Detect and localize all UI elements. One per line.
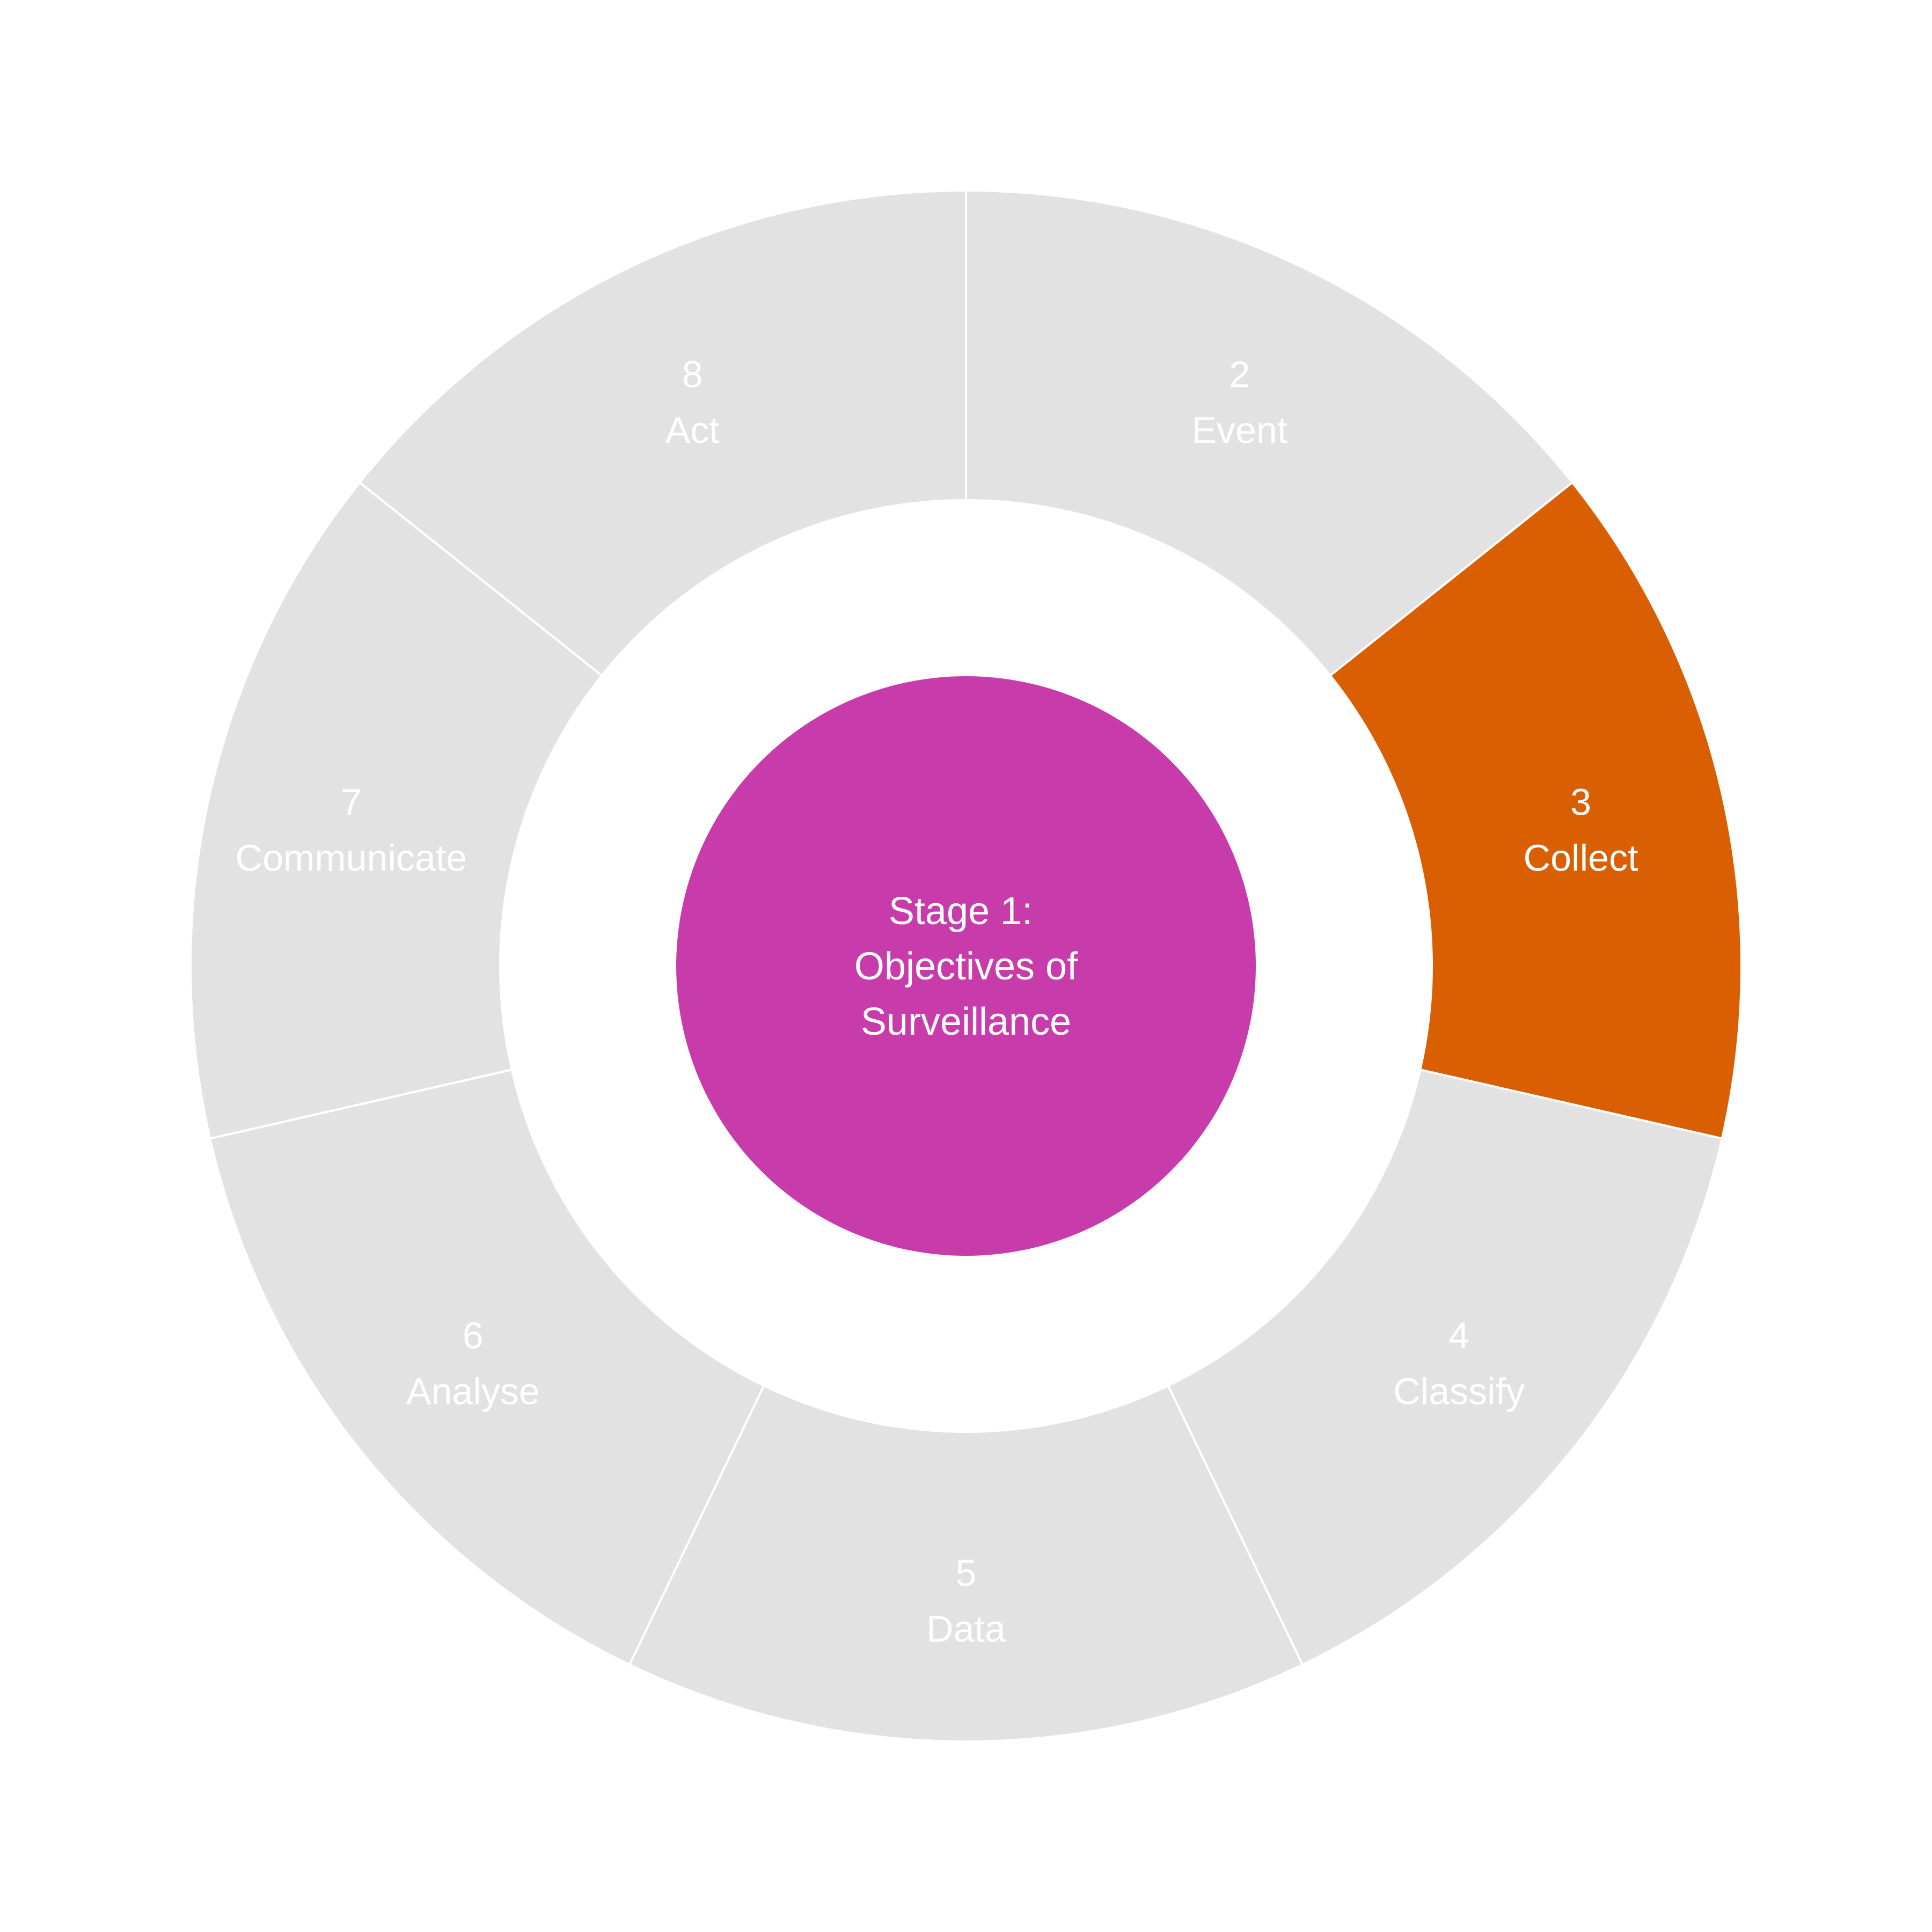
stage-name: Event	[1191, 409, 1287, 451]
stage-number: 3	[1570, 781, 1591, 823]
center-line-1: Stage 1:	[889, 890, 1033, 933]
stage-number: 2	[1229, 353, 1250, 395]
stage-name: Act	[665, 409, 720, 451]
stage-name: Analyse	[406, 1371, 540, 1413]
stage-number: 8	[682, 353, 703, 395]
stage-number: 5	[956, 1552, 977, 1594]
stage-number: 7	[341, 781, 362, 823]
stage-name: Collect	[1524, 837, 1638, 879]
stage-number: 4	[1448, 1315, 1469, 1357]
center-line-3: Surveillance	[861, 1000, 1071, 1043]
stage-name: Classify	[1393, 1371, 1525, 1413]
stage-number: 6	[463, 1315, 484, 1357]
stage-name: Communicate	[236, 837, 467, 879]
center-line-2: Objectives of	[854, 945, 1078, 988]
stage-name: Data	[926, 1608, 1006, 1650]
